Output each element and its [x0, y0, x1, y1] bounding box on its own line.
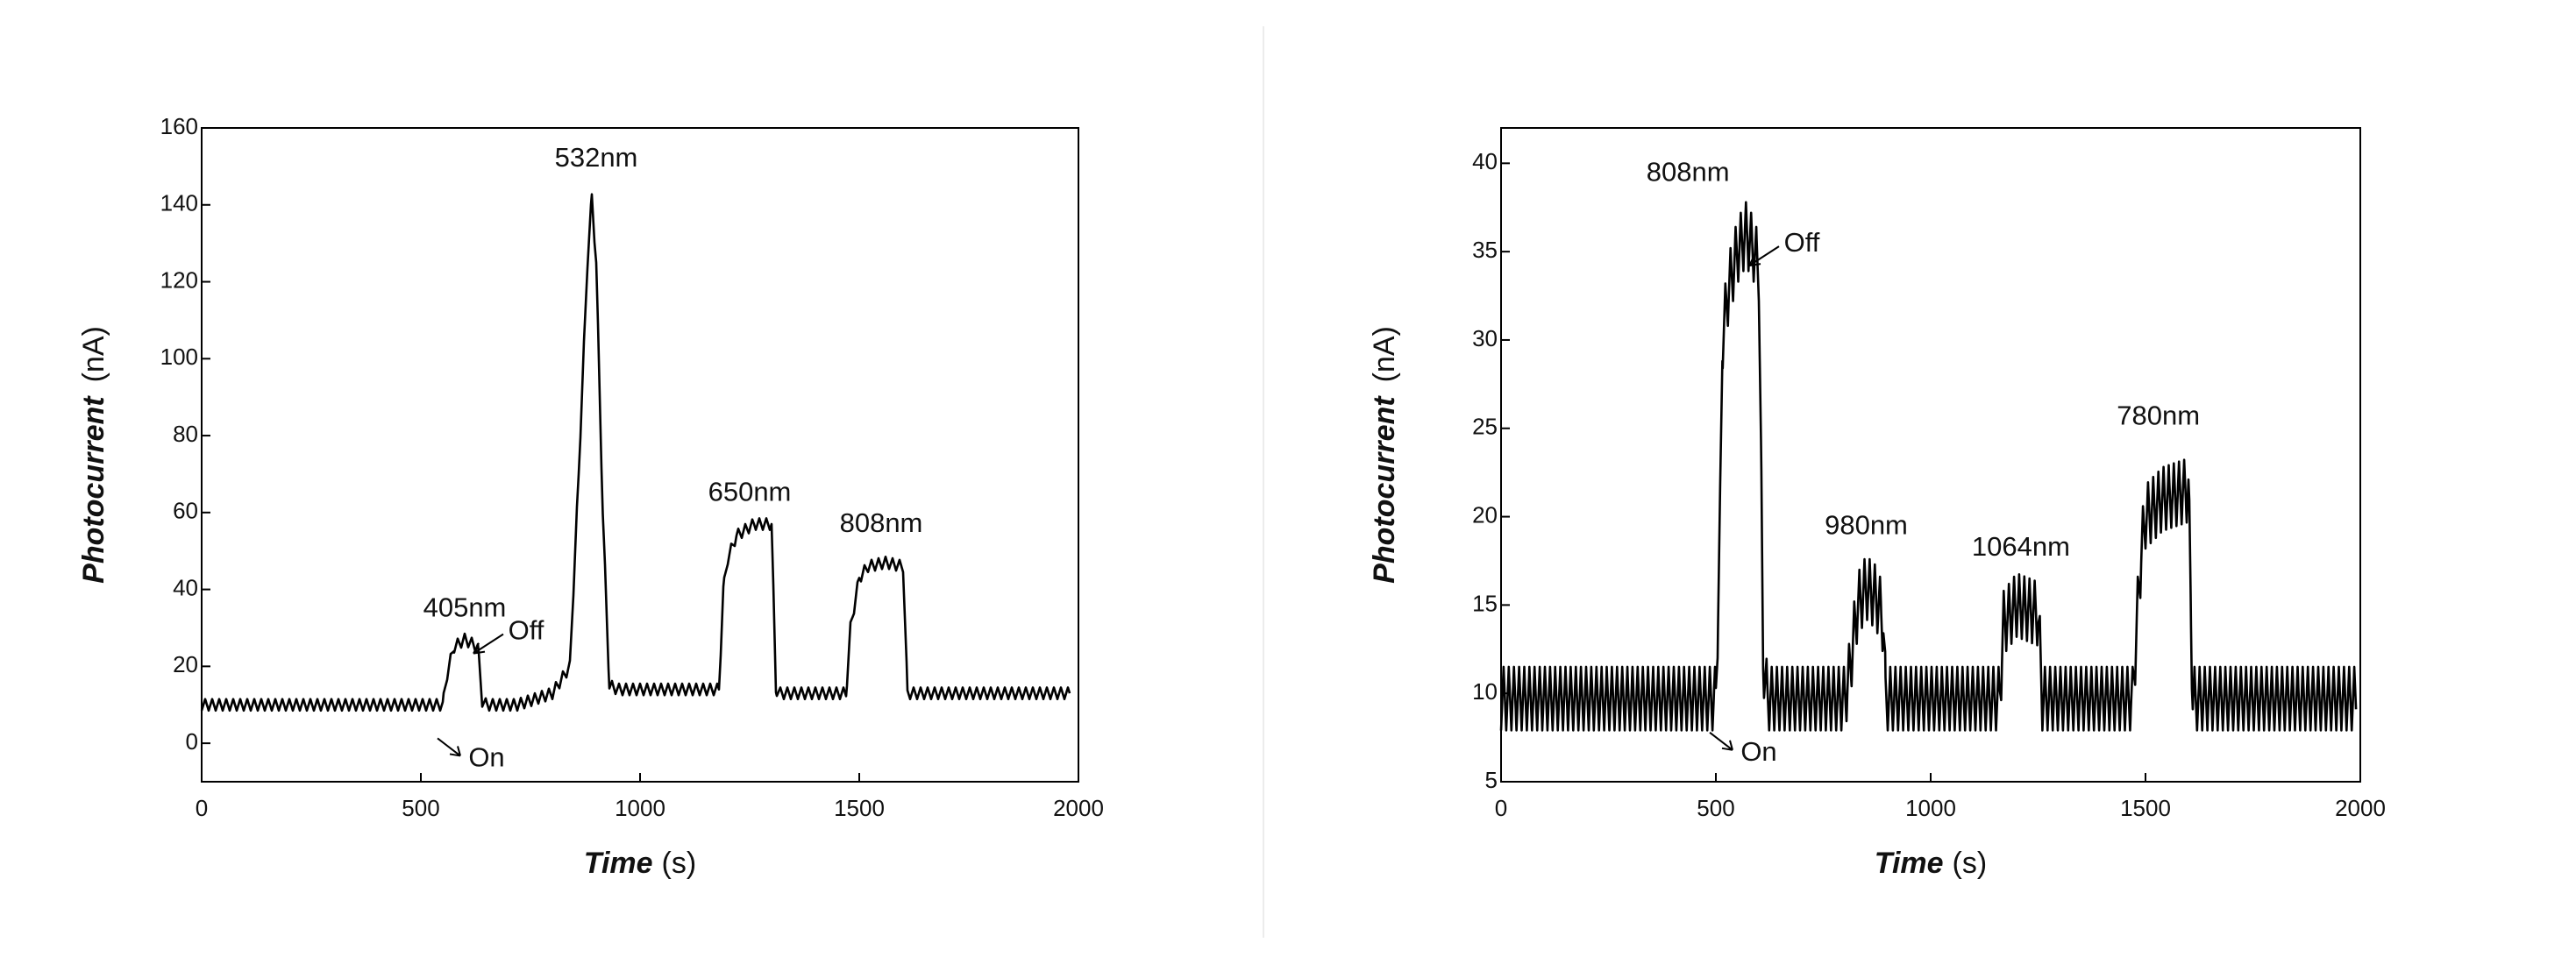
x-tick-label: 1500 [2120, 795, 2171, 821]
annotation-label: 808nm [840, 507, 923, 538]
y-axis-label-main: Photocurrent [77, 395, 110, 584]
y-tick-label: 20 [1472, 501, 1498, 528]
y-tick-label: 20 [173, 651, 198, 677]
y-axis-label-main: Photocurrent [1368, 395, 1401, 584]
annotation-label: 1064nm [1972, 531, 2070, 562]
x-tick-label: 1000 [615, 795, 665, 821]
y-axis-label: Photocurrent (nA) [1368, 326, 1401, 584]
annotation-label: On [468, 741, 504, 772]
y-tick-label: 5 [1485, 767, 1498, 793]
y-tick-label: 60 [173, 498, 198, 524]
panel-divider [1263, 26, 1264, 938]
off-arrow [473, 633, 504, 655]
y-tick-label: 0 [186, 728, 198, 755]
x-axis-label-main: Time [584, 847, 653, 880]
y-tick-label: 40 [173, 574, 198, 600]
y-tick-label: 160 [160, 113, 198, 139]
x-tick-label: 0 [196, 795, 208, 821]
series-line-0 [200, 193, 1071, 712]
chart-left: 0 500 1000 1500 2000 0 20 40 60 80 100 120 140 160 Pho… [0, 0, 1263, 957]
x-tick-label: 500 [402, 795, 439, 821]
y-tick-label: 15 [1472, 590, 1498, 616]
y-axis-label-unit: (nA) [77, 326, 110, 382]
y-tick-label: 30 [1472, 325, 1498, 351]
chart-right: 0 500 1000 1500 2000 5 10 15 20 25 30 35 40 Photocurr… [1271, 0, 2576, 957]
chart-right-svg: 0 500 1000 1500 2000 5 10 15 20 25 30 35 40 Photocurr… [1368, 127, 2386, 880]
x-tick-label: 1500 [834, 795, 885, 821]
annotation-label: 780nm [2117, 401, 2200, 431]
x-tick-label: 2000 [2335, 795, 2386, 821]
x-tick-label: 2000 [1053, 795, 1104, 821]
annotation-label: 980nm [1825, 510, 1908, 541]
series-line-0 [1499, 201, 2358, 732]
y-tick-label: 40 [1472, 148, 1498, 174]
x-tick-label: 0 [1495, 795, 1507, 821]
y-tick-label: 100 [160, 344, 198, 370]
y-tick-label: 35 [1472, 237, 1498, 263]
x-axis-label-unit: (s) [1953, 847, 1988, 880]
y-tick-label: 25 [1472, 414, 1498, 440]
x-tick-label: 1000 [1905, 795, 1956, 821]
y-tick-label: 80 [173, 421, 198, 447]
x-axis-label: Time (s) [1875, 847, 1987, 880]
y-axis-label-unit: (nA) [1368, 326, 1401, 382]
y-axis-label: Photocurrent (nA) [77, 326, 110, 584]
annotation-label: 650nm [708, 477, 792, 507]
annotation-label: Off [1784, 227, 1820, 258]
annotation-label: Off [509, 615, 544, 646]
annotation-label: 808nm [1647, 156, 1730, 187]
x-axis-label-unit: (s) [662, 847, 697, 880]
y-tick-label: 10 [1472, 678, 1498, 705]
x-axis-label-main: Time [1875, 847, 1944, 880]
off-arrow [1748, 245, 1780, 267]
on-arrow [437, 737, 461, 757]
annotation-label: 532nm [555, 142, 638, 173]
x-tick-label: 500 [1697, 795, 1734, 821]
annotation-label: On [1740, 736, 1776, 767]
chart-left-svg: 0 500 1000 1500 2000 0 20 40 60 80 100 120 140 160 Pho… [77, 113, 1104, 880]
on-arrow [1709, 732, 1733, 751]
x-axis-label: Time (s) [584, 847, 696, 880]
annotation-label: 405nm [423, 592, 507, 622]
y-tick-label: 140 [160, 190, 198, 216]
y-tick-label: 120 [160, 266, 198, 293]
